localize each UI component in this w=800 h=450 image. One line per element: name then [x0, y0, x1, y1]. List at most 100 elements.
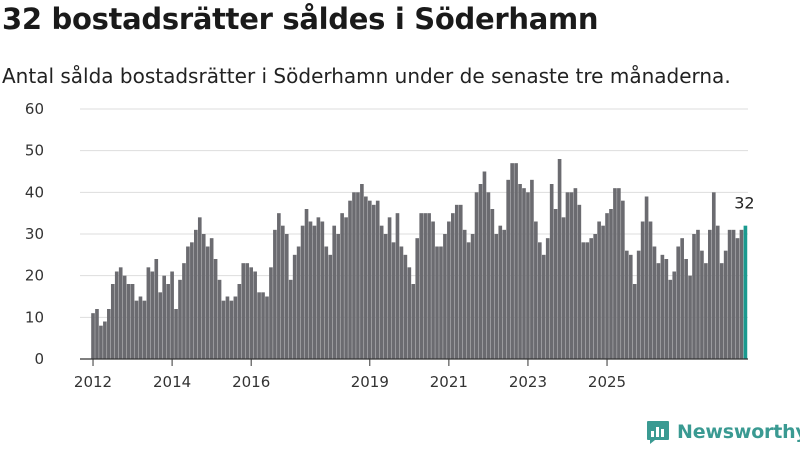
bar	[237, 284, 242, 359]
bar	[522, 188, 526, 359]
bar	[253, 271, 257, 359]
bar	[186, 246, 190, 359]
bar	[739, 229, 744, 359]
bar	[656, 263, 661, 359]
bar	[617, 188, 621, 359]
bar	[379, 225, 384, 359]
bar	[510, 163, 514, 359]
bar	[735, 238, 740, 359]
bar	[399, 246, 404, 359]
bar	[320, 221, 325, 359]
bar	[348, 200, 352, 359]
bar	[142, 300, 147, 359]
bar	[288, 279, 293, 359]
bar	[435, 246, 439, 359]
bar	[482, 171, 487, 359]
x-tick-label: 2014	[153, 373, 191, 391]
bar	[573, 188, 578, 359]
y-tick-label: 30	[25, 225, 44, 243]
bar	[561, 217, 566, 359]
bar	[229, 300, 234, 359]
bar	[439, 246, 443, 359]
bar	[150, 271, 155, 359]
bar	[593, 234, 597, 359]
bar	[577, 204, 582, 359]
bar	[209, 238, 214, 359]
bar	[269, 267, 273, 359]
bar	[114, 271, 119, 359]
bar	[395, 213, 400, 359]
x-tick-label: 2025	[588, 373, 626, 391]
bar	[538, 242, 542, 359]
bar	[549, 184, 554, 359]
bar	[138, 296, 143, 359]
bar	[300, 225, 305, 359]
bar	[731, 229, 736, 359]
bar	[470, 234, 475, 359]
bar	[273, 229, 277, 359]
bar	[213, 259, 218, 359]
bar	[664, 259, 669, 359]
y-tick-label: 50	[25, 142, 44, 160]
bar	[589, 238, 594, 359]
bar	[130, 284, 135, 359]
bar	[454, 204, 459, 359]
bar	[628, 254, 633, 359]
bar	[241, 263, 246, 359]
bar	[197, 217, 202, 359]
bar	[217, 279, 222, 359]
bar	[423, 213, 427, 359]
y-tick-label: 40	[25, 183, 44, 201]
bar	[530, 179, 534, 359]
bar	[304, 209, 309, 359]
bar	[585, 242, 590, 359]
x-tick-label: 2021	[430, 373, 468, 391]
bar	[107, 309, 111, 359]
bar	[447, 221, 451, 359]
y-tick-label: 20	[25, 267, 44, 285]
bar	[569, 192, 574, 359]
bar	[486, 192, 491, 359]
bar	[557, 159, 562, 359]
bar	[692, 234, 696, 359]
newsworthy-logo-icon	[647, 421, 669, 444]
bar	[565, 192, 570, 359]
bar	[371, 204, 376, 359]
bar	[644, 196, 649, 359]
bar	[182, 263, 186, 359]
bar	[581, 242, 586, 359]
bar	[312, 225, 317, 359]
bar	[727, 229, 732, 359]
bar	[451, 213, 455, 359]
bar	[194, 229, 198, 359]
chart-title: 32 bostadsrätter såldes i Söderhamn	[2, 2, 599, 36]
bar	[700, 250, 704, 359]
bar	[624, 250, 629, 359]
bar	[597, 221, 601, 359]
bar	[261, 292, 265, 359]
bar	[668, 279, 673, 359]
bar	[91, 313, 95, 359]
bar	[360, 184, 364, 359]
bar	[308, 221, 313, 359]
bar	[383, 234, 388, 359]
bar	[154, 259, 159, 359]
bar	[708, 229, 712, 359]
bar	[110, 284, 115, 359]
bar	[474, 192, 479, 359]
brand-logo: Newsworthy	[645, 419, 800, 445]
bar	[415, 238, 420, 359]
bar	[676, 246, 681, 359]
bar	[534, 221, 538, 359]
bar	[518, 184, 522, 359]
bar	[277, 213, 281, 359]
bar	[324, 246, 329, 359]
bar	[648, 221, 653, 359]
bar	[174, 309, 178, 359]
bar	[636, 250, 641, 359]
bar	[95, 309, 99, 359]
bar	[407, 267, 412, 359]
bar	[498, 225, 503, 359]
bar	[146, 267, 151, 359]
bar	[118, 267, 123, 359]
